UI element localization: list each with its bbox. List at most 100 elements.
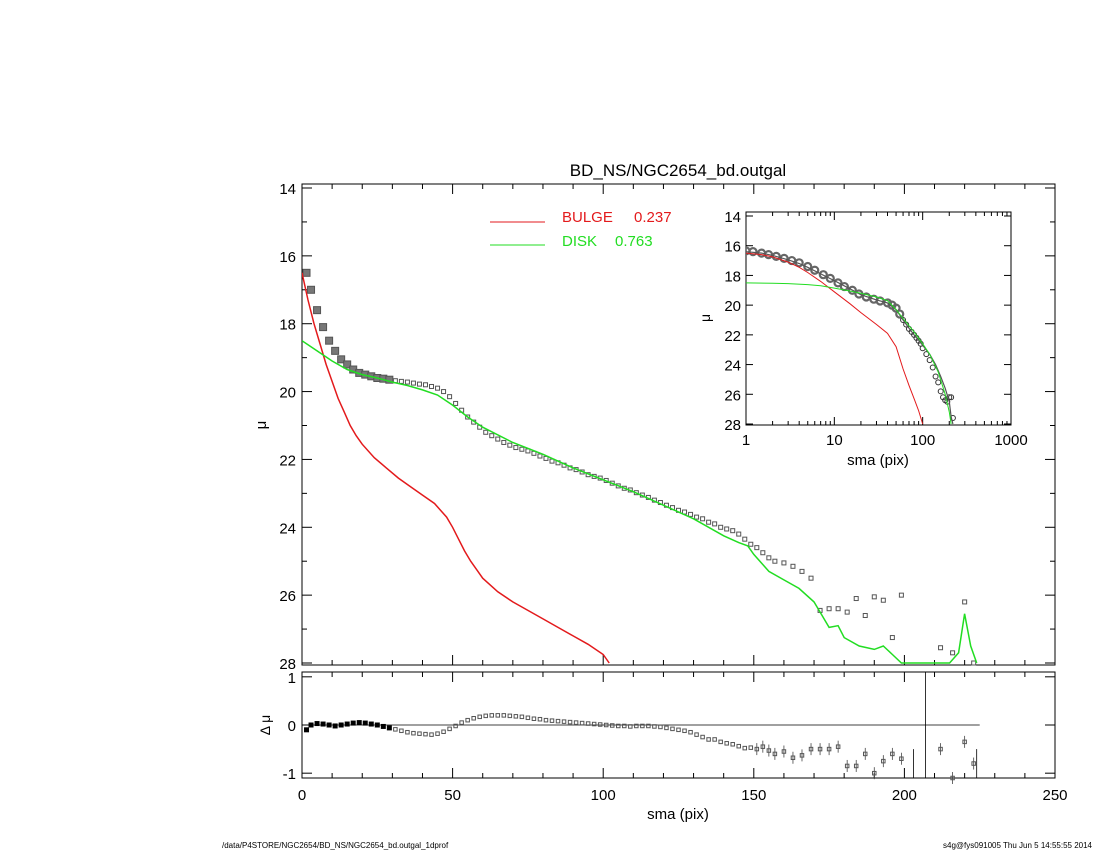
main-data-point — [760, 550, 766, 556]
res-data-point — [368, 721, 374, 727]
res-data-point — [356, 720, 362, 726]
res-data-point — [308, 722, 314, 728]
res-xtick-label: 250 — [1042, 787, 1067, 804]
inset-data-point — [895, 309, 905, 319]
inset-data-point — [937, 388, 944, 395]
inset-data-point — [935, 379, 942, 386]
inset-y-axis: 14 16 18 20 22 24 26 28 — [724, 209, 1011, 434]
res-data-point — [362, 720, 368, 726]
res-data-point — [881, 758, 886, 764]
res-data-point — [862, 751, 868, 757]
res-data-point — [411, 730, 416, 736]
res-data-point — [405, 729, 410, 735]
main-data-point — [416, 381, 422, 387]
inset-data-point — [861, 292, 871, 302]
res-data-point — [573, 720, 579, 725]
main-data-point — [781, 560, 787, 566]
res-data-point — [790, 755, 796, 761]
inset-series-bulge-line — [746, 252, 924, 425]
residual-x-axis: 0 50 100 150 200 250 — [298, 672, 1068, 804]
res-data-point — [634, 723, 639, 729]
main-data-point — [950, 650, 956, 656]
res-data-point — [766, 748, 772, 753]
res-data-point — [374, 722, 380, 728]
residual-y-axis: 1 0 -1 — [283, 670, 1055, 783]
main-y-label: μ — [253, 421, 270, 430]
res-data-point — [429, 732, 434, 737]
res-data-point — [664, 725, 669, 731]
res-data-point — [640, 723, 645, 729]
res-data-point — [712, 737, 717, 742]
main-y-axis: 14 16 18 20 22 24 26 28 — [279, 181, 1055, 673]
res-data-point — [447, 726, 452, 732]
res-data-point — [808, 746, 814, 752]
res-ytick-label: -1 — [283, 766, 296, 783]
inset-data-point — [771, 251, 781, 262]
inset-ytick-label: 26 — [724, 387, 741, 404]
main-data-point — [343, 360, 352, 369]
main-data-point — [938, 645, 944, 651]
res-data-point — [730, 742, 735, 747]
inset-ytick-label: 16 — [724, 239, 741, 256]
main-series-group — [302, 268, 978, 666]
main-ytick-label: 28 — [279, 656, 296, 673]
res-data-point — [682, 728, 687, 734]
main-data-point — [772, 558, 778, 564]
res-data-point — [579, 720, 585, 726]
res-data-point — [477, 714, 482, 720]
main-ytick-label: 14 — [279, 181, 296, 198]
main-data-point — [853, 596, 859, 602]
res-data-point — [890, 751, 895, 757]
main-data-point — [835, 606, 841, 612]
main-data-point — [826, 606, 832, 612]
main-title: BD_NS/NGC2654_bd.outgal — [570, 161, 786, 180]
main-data-point — [724, 526, 730, 532]
inset-data-point — [818, 270, 828, 280]
res-data-point — [561, 719, 567, 724]
inset-y-label: μ — [697, 314, 713, 322]
main-data-point — [513, 445, 519, 451]
res-data-point — [585, 721, 591, 726]
legend: BULGE 0.237 DISK 0.763 — [490, 209, 672, 250]
main-data-point — [880, 597, 886, 603]
res-xtick-label: 200 — [892, 787, 917, 804]
res-data-point — [320, 721, 326, 727]
res-data-point — [332, 723, 338, 729]
res-data-point — [537, 716, 543, 722]
main-data-point — [898, 592, 904, 598]
main-x-axis-ticks — [301, 184, 1056, 665]
inset-data-point — [803, 261, 813, 272]
inset-xtick-label: 10 — [826, 432, 843, 449]
res-data-point — [781, 749, 787, 754]
main-data-point — [331, 346, 340, 355]
main-data-point — [465, 414, 471, 420]
main-data-point — [730, 528, 736, 534]
res-data-point — [513, 714, 519, 719]
main-data-point — [754, 545, 760, 551]
inset-xtick-label: 1000 — [994, 432, 1027, 449]
main-data-point — [441, 389, 447, 395]
res-data-point — [495, 713, 501, 718]
res-data-point — [471, 716, 476, 721]
main-data-point — [307, 285, 316, 294]
inset-data-point — [948, 394, 955, 401]
res-data-point — [597, 722, 603, 727]
res-xtick-label: 0 — [298, 787, 306, 804]
main-data-point — [495, 436, 501, 442]
main-data-point — [398, 378, 404, 384]
res-data-point — [799, 753, 805, 758]
inset-ytick-label: 24 — [724, 358, 741, 375]
res-data-point — [489, 713, 495, 718]
legend-bulge-value: 0.237 — [634, 209, 672, 226]
res-data-point — [507, 713, 513, 719]
main-data-point — [404, 379, 410, 385]
main-ytick-label: 22 — [279, 452, 296, 469]
res-data-point — [658, 724, 663, 730]
res-data-point — [441, 729, 446, 734]
inset-ytick-label: 28 — [724, 417, 741, 434]
inset-plot-frame — [745, 211, 1012, 426]
main-data-point — [435, 385, 441, 391]
res-data-point — [742, 745, 748, 751]
res-data-point — [962, 739, 967, 745]
main-ytick-label: 16 — [279, 249, 296, 266]
